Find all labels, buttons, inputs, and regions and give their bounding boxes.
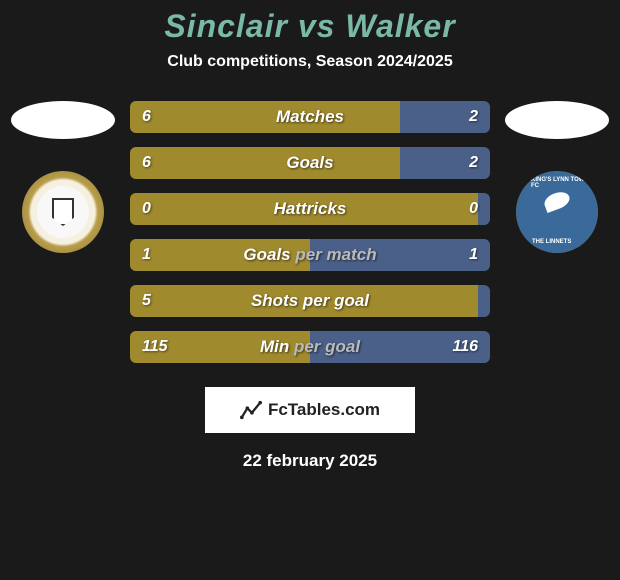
page-title: Sinclair vs Walker [0, 8, 620, 45]
stat-value-left: 0 [142, 200, 151, 218]
stat-value-left: 6 [142, 108, 151, 126]
stat-row: 6 2 Matches [130, 101, 490, 133]
right-logo-text-top: KING'S LYNN TOWN FC [531, 177, 598, 189]
stat-label: Goals per match [243, 245, 376, 265]
right-player-column: KING'S LYNN TOWN FC THE LINNETS [502, 101, 612, 253]
stat-label: Hattricks [274, 199, 347, 219]
stat-row: 1 1 Goals per match [130, 239, 490, 271]
content-row: 62Matches62Goals00Hattricks11Goals per m… [0, 101, 620, 363]
stat-label: Min per goal [260, 337, 360, 357]
stat-bar-right: 2 [400, 147, 490, 179]
stat-bar-right: 0 [478, 193, 490, 225]
right-logo-text-bot: THE LINNETS [532, 239, 571, 245]
stat-row: 00Hattricks [130, 193, 490, 225]
stat-bar-left: 6 [130, 101, 400, 133]
stat-bar-right [478, 285, 490, 317]
left-player-column [8, 101, 118, 253]
stat-label: Matches [276, 107, 344, 127]
stat-value-right: 0 [469, 200, 478, 218]
footer-brand-badge: FcTables.com [205, 387, 415, 433]
stat-row: 115 116 Min per goal [130, 331, 490, 363]
stat-value-right: 1 [469, 246, 478, 264]
page-subtitle: Club competitions, Season 2024/2025 [0, 53, 620, 71]
stat-value-left: 5 [142, 292, 151, 310]
left-player-headshot [11, 101, 115, 139]
right-club-logo: KING'S LYNN TOWN FC THE LINNETS [516, 171, 598, 253]
stat-label: Goals [286, 153, 333, 173]
footer-brand-text: FcTables.com [268, 400, 380, 420]
stat-value-right: 116 [452, 338, 478, 356]
stat-row: 6 2 Goals [130, 147, 490, 179]
left-club-logo [22, 171, 104, 253]
stat-value-right: 2 [469, 108, 478, 126]
stat-bar-right: 2 [400, 101, 490, 133]
stat-bar-left: 6 [130, 147, 400, 179]
comparison-card: Sinclair vs Walker Club competitions, Se… [0, 0, 620, 580]
right-player-headshot [505, 101, 609, 139]
stat-value-left: 6 [142, 154, 151, 172]
stat-label: Shots per goal [251, 291, 369, 311]
stat-bars: 62Matches62Goals00Hattricks11Goals per m… [130, 101, 490, 363]
fctables-icon [240, 399, 262, 421]
date-text: 22 february 2025 [0, 451, 620, 471]
stat-value-left: 115 [142, 338, 168, 356]
stat-row: 5 Shots per goal [130, 285, 490, 317]
stat-value-right: 2 [469, 154, 478, 172]
stat-value-left: 1 [142, 246, 151, 264]
